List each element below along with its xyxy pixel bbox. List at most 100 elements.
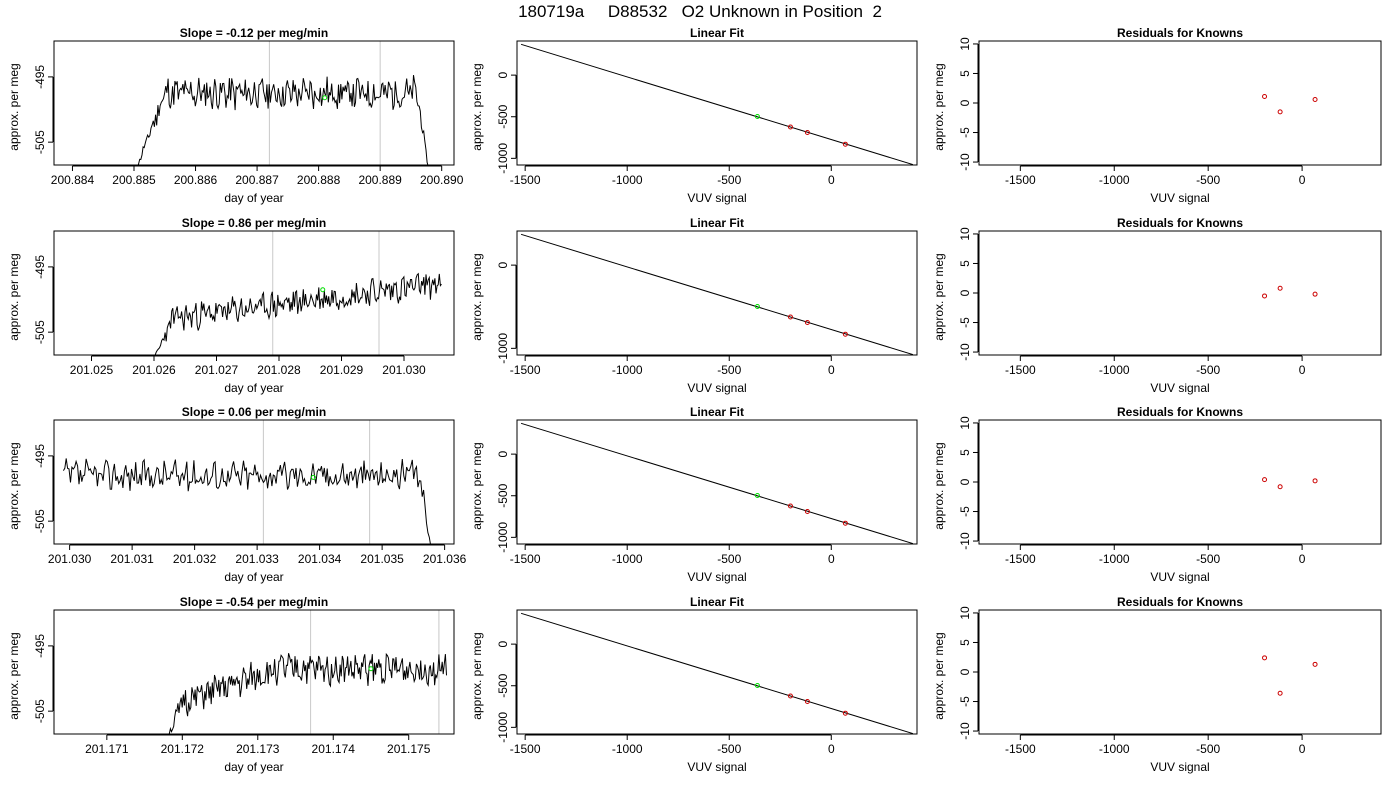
x-tick-label: -1500 [510,552,541,566]
plot-frame [53,230,455,356]
x-tick-label: 0 [828,552,835,566]
x-tick-label: -1000 [612,742,643,756]
x-tick-label: 200.885 [112,173,156,187]
chart-panel-residuals-3: Residuals for Knowns -1500 -1000 -500 0 VUV s… [932,405,1382,584]
chart-title: Slope = 0.86 per meg/min [182,216,326,230]
trace-line [62,458,431,544]
chart-panel-residuals-4: Residuals for Knowns -1500 -1000 -500 0 VUV s… [932,595,1382,774]
x-axis-label: VUV signal [1150,381,1209,395]
y-tick-label: -505 [33,130,47,154]
y-axis-label: approx. per meg [7,63,21,150]
x-tick-label: -1500 [1005,742,1036,756]
y-tick-label: -495 [33,65,47,89]
x-tick-label: -1500 [1005,173,1036,187]
plot-frame [978,230,1382,356]
x-tick-label: 201.035 [360,552,404,566]
y-tick-label: 0 [958,289,972,296]
plot-frame [53,419,455,545]
known-point [787,124,793,130]
y-tick-label: 0 [958,668,972,675]
x-axis-label: VUV signal [687,381,746,395]
x-axis-label: day of year [224,191,283,205]
trace-line [137,75,429,165]
plot-frame [53,609,455,735]
x-tick-label: -1000 [1099,173,1130,187]
residual-point [1262,94,1268,100]
y-axis-label: approx. per meg [932,632,946,719]
x-tick-label: -1500 [510,173,541,187]
residual-point [1262,655,1268,661]
y-tick-label: -5 [958,506,972,517]
x-axis-label: day of year [224,760,283,774]
x-tick-label: 200.887 [235,173,279,187]
y-tick-label: -495 [33,444,47,468]
y-tick-label: 10 [958,227,972,241]
x-tick-label: 201.030 [382,363,426,377]
unknown-point [754,682,760,688]
x-tick-label: -1500 [510,742,541,756]
x-tick-label: -500 [1196,552,1220,566]
y-tick-label: -10 [958,722,972,740]
chart-title: Linear Fit [690,26,744,40]
x-tick-label: 200.884 [51,173,95,187]
x-tick-label: 0 [1299,552,1306,566]
y-tick-label: 5 [958,260,972,267]
y-tick-label: 0 [496,261,510,268]
chart-title: Residuals for Knowns [1117,216,1243,230]
unknown-point [310,474,316,480]
y-tick-label: 10 [958,416,972,430]
y-axis-label: approx. per meg [470,253,484,340]
chart-panel-residuals-2: Residuals for Knowns -1500 -1000 -500 0 VUV s… [932,216,1382,395]
plot-frame [516,609,918,735]
y-tick-label: -505 [33,509,47,533]
y-axis-label: approx. per meg [470,632,484,719]
y-tick-label: 5 [958,449,972,456]
chart-title: Residuals for Knowns [1117,405,1243,419]
chart-title: Slope = -0.12 per meg/min [180,26,328,40]
chart-title: Slope = 0.06 per meg/min [182,405,326,419]
x-tick-label: -500 [1196,363,1220,377]
x-tick-label: 201.171 [85,742,129,756]
y-axis-label: approx. per meg [470,63,484,150]
x-axis-label: VUV signal [1150,570,1209,584]
y-tick-label: 5 [958,639,972,646]
residual-point [1312,661,1318,667]
plot-frame [53,40,455,166]
chart-title: Residuals for Knowns [1117,26,1243,40]
x-tick-label: -500 [1196,173,1220,187]
y-tick-label: -500 [496,673,510,697]
y-tick-label: -500 [496,483,510,507]
x-tick-label: 201.034 [298,552,342,566]
y-tick-label: -1000 [496,522,510,553]
x-tick-label: 201.029 [320,363,364,377]
y-tick-label: -5 [958,317,972,328]
chart-panel-residuals-1: Residuals for Knowns -1500 -1000 -500 0 VUV s… [932,26,1382,205]
chart-panel-trace-2: Slope = 0.86 per meg/min 201.025 201.026 20… [7,216,455,395]
y-tick-label: -505 [33,699,47,723]
x-tick-label: 201.026 [132,363,176,377]
x-tick-label: -500 [1196,742,1220,756]
x-tick-label: -1500 [1005,363,1036,377]
y-tick-label: 10 [958,606,972,620]
x-tick-label: -1000 [612,173,643,187]
known-point [842,141,848,147]
known-point [804,129,810,135]
unknown-point [754,492,760,498]
unknown-point [754,303,760,309]
residual-point [1277,484,1283,490]
residual-point [1262,293,1268,299]
known-point [804,508,810,514]
x-tick-label: 201.036 [423,552,467,566]
y-axis-label: approx. per meg [7,253,21,340]
known-point [787,314,793,320]
x-tick-label: 201.174 [312,742,356,756]
x-tick-label: 0 [828,173,835,187]
y-tick-label: -500 [496,104,510,128]
y-tick-label: 0 [496,450,510,457]
residual-point [1312,96,1318,102]
y-tick-label: -10 [958,343,972,361]
x-tick-label: 200.888 [297,173,341,187]
